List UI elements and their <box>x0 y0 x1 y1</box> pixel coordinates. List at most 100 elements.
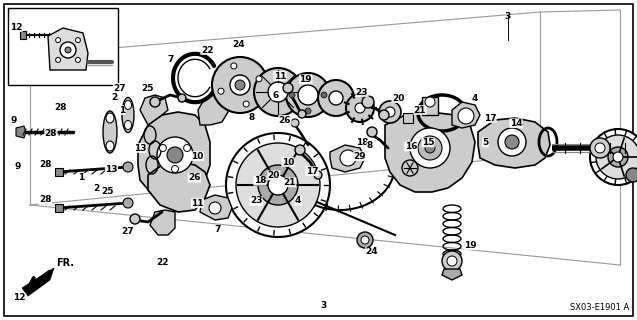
Text: 18: 18 <box>355 138 368 147</box>
Text: SX03-E1901 A: SX03-E1901 A <box>569 303 629 312</box>
Ellipse shape <box>124 121 131 130</box>
Text: 17: 17 <box>306 167 318 176</box>
Text: 1: 1 <box>78 173 85 182</box>
Circle shape <box>123 198 133 208</box>
Circle shape <box>608 147 628 167</box>
Bar <box>403 113 413 123</box>
Polygon shape <box>385 112 475 192</box>
Text: 8: 8 <box>248 113 255 122</box>
Circle shape <box>590 129 637 185</box>
Text: 24: 24 <box>233 40 245 49</box>
Text: 10: 10 <box>191 152 204 161</box>
Polygon shape <box>138 112 210 198</box>
Circle shape <box>212 57 268 113</box>
Text: FR.: FR. <box>56 258 74 268</box>
Circle shape <box>209 202 221 214</box>
Circle shape <box>235 80 245 90</box>
Polygon shape <box>55 204 63 212</box>
Polygon shape <box>20 31 26 39</box>
Circle shape <box>231 63 237 69</box>
Circle shape <box>183 145 190 151</box>
Text: 15: 15 <box>422 138 434 147</box>
Text: 19: 19 <box>299 75 312 84</box>
Bar <box>422 97 438 115</box>
Text: 20: 20 <box>268 171 280 180</box>
Circle shape <box>379 110 389 120</box>
Text: 11: 11 <box>191 199 204 208</box>
Circle shape <box>346 94 374 122</box>
Circle shape <box>355 103 365 113</box>
Circle shape <box>75 57 80 62</box>
Bar <box>8 8 118 85</box>
Circle shape <box>418 136 442 160</box>
Text: 12: 12 <box>13 293 25 302</box>
Ellipse shape <box>103 111 117 153</box>
Text: 22: 22 <box>201 45 213 54</box>
Circle shape <box>321 92 327 98</box>
Polygon shape <box>55 168 63 176</box>
Circle shape <box>298 110 306 118</box>
Text: 5: 5 <box>482 138 489 147</box>
Circle shape <box>362 96 374 108</box>
Circle shape <box>167 147 183 163</box>
Circle shape <box>425 143 435 153</box>
Circle shape <box>130 214 140 224</box>
Text: 18: 18 <box>254 176 266 185</box>
Circle shape <box>590 138 610 158</box>
Text: 12: 12 <box>10 22 22 31</box>
Text: 26: 26 <box>188 173 201 182</box>
Polygon shape <box>198 95 228 125</box>
Circle shape <box>318 80 354 116</box>
Circle shape <box>329 91 343 105</box>
Circle shape <box>289 92 295 98</box>
Text: 10: 10 <box>282 157 294 166</box>
Polygon shape <box>16 126 26 138</box>
Circle shape <box>230 75 250 95</box>
Text: 21: 21 <box>414 106 426 115</box>
Polygon shape <box>148 162 210 212</box>
Text: 27: 27 <box>122 228 134 236</box>
Circle shape <box>626 168 637 182</box>
Circle shape <box>243 101 249 107</box>
Text: 13: 13 <box>134 143 147 153</box>
Circle shape <box>595 143 605 153</box>
Text: 23: 23 <box>250 196 262 205</box>
Circle shape <box>291 119 299 127</box>
Circle shape <box>357 232 373 248</box>
Text: 4: 4 <box>472 93 478 102</box>
Text: 11: 11 <box>274 71 286 81</box>
Text: 6: 6 <box>272 91 278 100</box>
Circle shape <box>447 256 457 266</box>
Circle shape <box>505 135 519 149</box>
Polygon shape <box>478 118 550 168</box>
Circle shape <box>150 97 160 107</box>
Circle shape <box>305 108 311 114</box>
Circle shape <box>283 83 293 93</box>
Circle shape <box>123 162 133 172</box>
Circle shape <box>268 82 288 102</box>
Polygon shape <box>48 28 88 70</box>
Text: 27: 27 <box>113 84 126 92</box>
Ellipse shape <box>106 141 114 151</box>
Text: 14: 14 <box>510 119 522 128</box>
Circle shape <box>258 165 298 205</box>
Text: 2: 2 <box>111 92 117 101</box>
Text: 9: 9 <box>11 116 17 124</box>
Text: 8: 8 <box>367 140 373 149</box>
Circle shape <box>295 145 305 155</box>
Text: 28: 28 <box>54 103 67 112</box>
Circle shape <box>178 94 186 102</box>
Text: 3: 3 <box>320 301 327 310</box>
Text: 3: 3 <box>505 12 511 21</box>
Polygon shape <box>442 269 462 280</box>
Circle shape <box>596 135 637 179</box>
Circle shape <box>65 47 71 53</box>
Circle shape <box>157 137 193 173</box>
Text: 13: 13 <box>105 165 118 174</box>
Circle shape <box>410 128 450 168</box>
Polygon shape <box>140 95 168 125</box>
Polygon shape <box>200 195 232 220</box>
Text: 25: 25 <box>142 84 154 92</box>
Circle shape <box>425 97 435 107</box>
Circle shape <box>171 165 178 172</box>
